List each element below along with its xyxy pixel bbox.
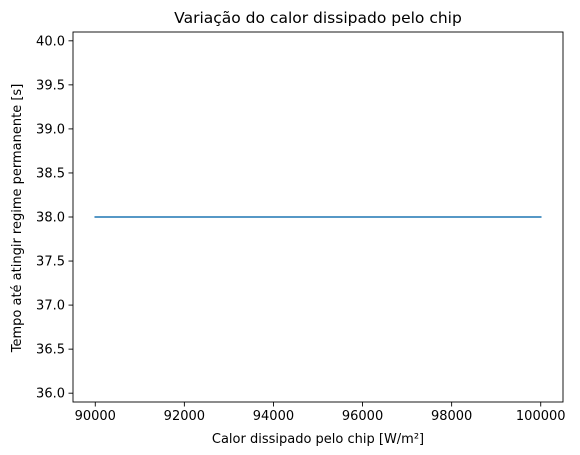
y-tick-label: 40.0 (36, 34, 65, 49)
y-tick-label: 39.0 (36, 122, 65, 137)
y-tick-label: 38.5 (36, 166, 65, 181)
x-tick-label: 98000 (431, 409, 472, 424)
x-tick-label: 96000 (342, 409, 383, 424)
x-tick-label: 100000 (516, 409, 566, 424)
y-tick-label: 38.0 (36, 211, 65, 226)
y-tick-label: 36.0 (36, 387, 65, 402)
y-tick-label: 37.5 (36, 255, 65, 270)
x-tick-label: 90000 (75, 409, 116, 424)
y-tick-label: 37.0 (36, 299, 65, 314)
x-tick-label: 92000 (164, 409, 205, 424)
y-tick-label: 36.5 (36, 343, 65, 358)
x-tick-label: 94000 (253, 409, 294, 424)
y-axis-label: Tempo até atingir regime permanente [s] (10, 84, 25, 354)
y-tick-label: 39.5 (36, 78, 65, 93)
x-axis-label: Calor dissipado pelo chip [W/m²] (212, 432, 424, 447)
chart-title: Variação do calor dissipado pelo chip (174, 9, 462, 27)
